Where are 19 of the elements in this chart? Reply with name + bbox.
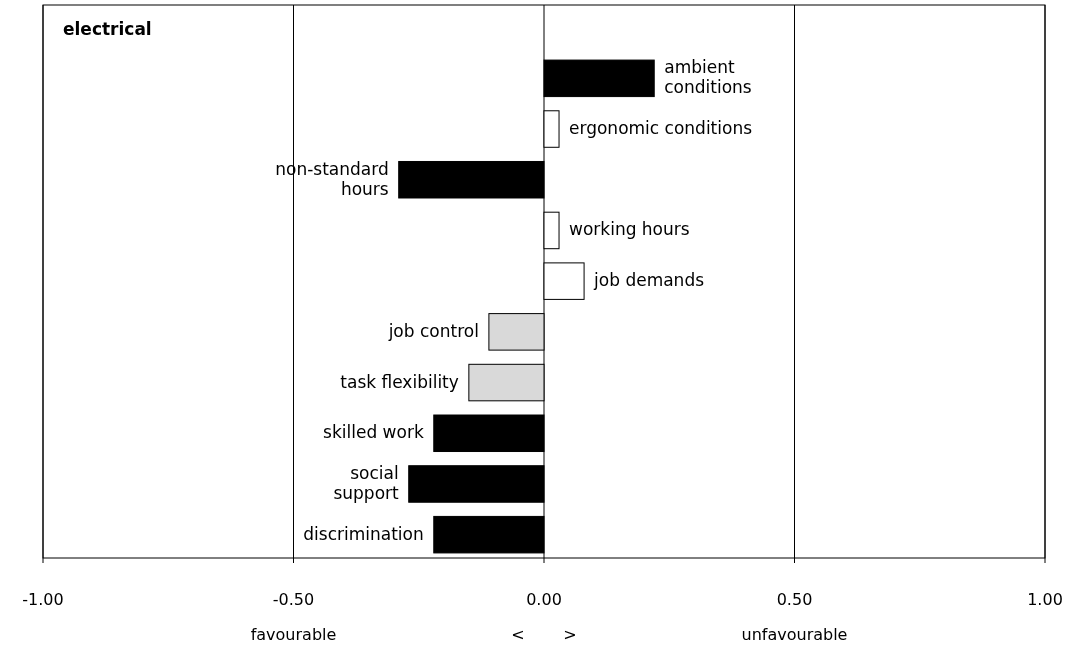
text: < [511,625,525,644]
text: unfavourable [741,625,848,644]
y-tick-label: ambient conditions [664,57,752,98]
text: favourable [250,625,337,644]
y-tick-label: skilled work [323,422,424,443]
x-tick-label: 0.50 [776,590,813,609]
y-tick-label: working hours [569,219,690,240]
y-tick-label: social support [333,462,400,503]
y-tick-label: job control [387,320,479,341]
x-tick-label: 1.00 [1027,590,1063,609]
text: > [563,625,577,644]
y-tick-label: discrimination [303,523,424,544]
y-tick-label: job demands [593,270,705,291]
x-tick-label: -1.00 [22,590,64,609]
y-tick-label: task flexibility [340,371,459,392]
x-tick-label: 0.00 [526,590,562,609]
y-tick-label: ergonomic conditions [569,118,753,139]
text: electrical [63,19,152,39]
x-tick-label: -0.50 [272,590,315,609]
